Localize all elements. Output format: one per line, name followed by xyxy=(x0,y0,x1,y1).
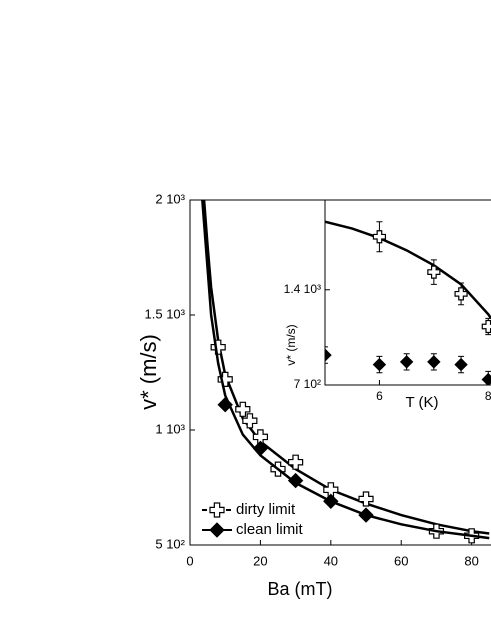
y-tick-label: 7 10² xyxy=(294,377,321,391)
x-tick-label: 20 xyxy=(253,553,267,568)
fit-curve xyxy=(201,200,490,540)
legend-label: clean limit xyxy=(236,521,304,538)
x-tick-label: 8 xyxy=(485,389,491,403)
y-tick-label: 1.4 10³ xyxy=(284,282,321,296)
y-axis-label: v* (m/s) xyxy=(136,334,161,410)
x-axis-label: Ba (mT) xyxy=(268,579,333,599)
diamond-marker xyxy=(454,357,468,372)
cross-marker xyxy=(235,401,251,417)
axes-frame xyxy=(324,199,491,386)
x-tick-label: 6 xyxy=(376,389,383,403)
legend-label: dirty limit xyxy=(236,501,296,518)
x-tick-label: 80 xyxy=(464,553,478,568)
fit-curve xyxy=(325,220,491,320)
diamond-marker xyxy=(252,440,269,457)
diamond-marker xyxy=(358,507,374,523)
x-tick-label: 60 xyxy=(394,553,408,568)
panel: 0 20 40 60 80 5 10² 1 10³ 1.5 10³ 2 10³ Ba (mT) v*… xyxy=(136,191,491,599)
x-tick-label: 0 xyxy=(186,553,193,568)
diamond-marker xyxy=(217,396,233,413)
legend-marker xyxy=(209,502,225,518)
diamond-marker xyxy=(481,372,491,385)
cross-marker xyxy=(372,230,387,244)
cross-marker xyxy=(454,287,468,301)
y-tick-label: 2 10³ xyxy=(155,191,185,206)
diamond-marker xyxy=(325,348,332,362)
cross-marker xyxy=(242,413,258,429)
plot-area xyxy=(201,200,490,544)
diamond-marker xyxy=(427,355,441,369)
cross-marker xyxy=(288,454,304,470)
cross-marker xyxy=(427,265,441,279)
error-bar xyxy=(325,346,328,364)
cross-marker xyxy=(358,491,374,507)
fit-curve xyxy=(202,200,490,535)
y-axis-label: v* (m/s) xyxy=(284,324,298,365)
y-tick-label: 1.5 10³ xyxy=(145,306,186,321)
cross-marker xyxy=(217,371,233,387)
legend-marker xyxy=(209,522,225,538)
x-axis-label: T (K) xyxy=(405,394,438,411)
x-tick-label: 40 xyxy=(324,553,338,568)
y-tick-label: 1 10³ xyxy=(155,421,185,436)
plot-area xyxy=(325,220,491,385)
diamond-marker xyxy=(287,472,304,489)
diamond-marker xyxy=(399,355,414,369)
y-tick-label: 5 10² xyxy=(155,536,185,551)
diamond-marker xyxy=(323,493,339,510)
cross-marker xyxy=(210,339,226,355)
panel: 6 8 7 10² 1.4 10³ T (K) v* (m/s) xyxy=(284,199,491,411)
diamond-marker xyxy=(372,357,387,372)
